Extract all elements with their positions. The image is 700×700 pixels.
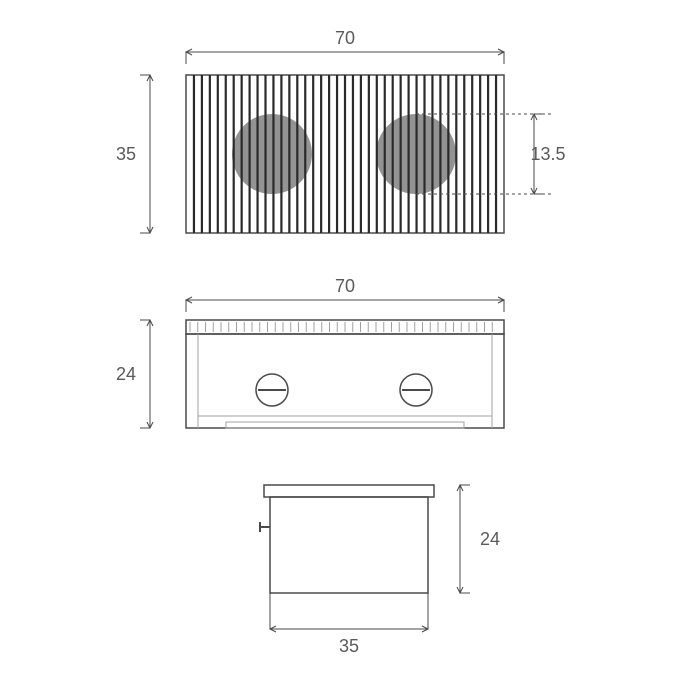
side-view	[260, 485, 434, 629]
burner-circle	[232, 114, 312, 194]
dim-label: 35	[116, 144, 136, 164]
dim-label: 24	[480, 529, 500, 549]
dimension-horizontal: 35	[270, 621, 428, 656]
front-view	[186, 320, 504, 428]
dimension-horizontal: 70	[186, 276, 504, 312]
dim-label: 13.5	[530, 144, 565, 164]
dimension-vertical: 24	[457, 485, 500, 593]
dim-label: 24	[116, 364, 136, 384]
dim-label: 70	[335, 276, 355, 296]
dimension-vertical: 35	[116, 75, 153, 233]
top-view	[186, 75, 552, 233]
dimension-vertical: 24	[116, 320, 153, 428]
dimension-vertical: 13.5	[530, 114, 565, 194]
dimension-horizontal: 70	[186, 28, 504, 64]
technical-drawing: 70 35 13.5 70 24 35 24	[0, 0, 700, 700]
dim-label: 35	[339, 636, 359, 656]
dim-label: 70	[335, 28, 355, 48]
